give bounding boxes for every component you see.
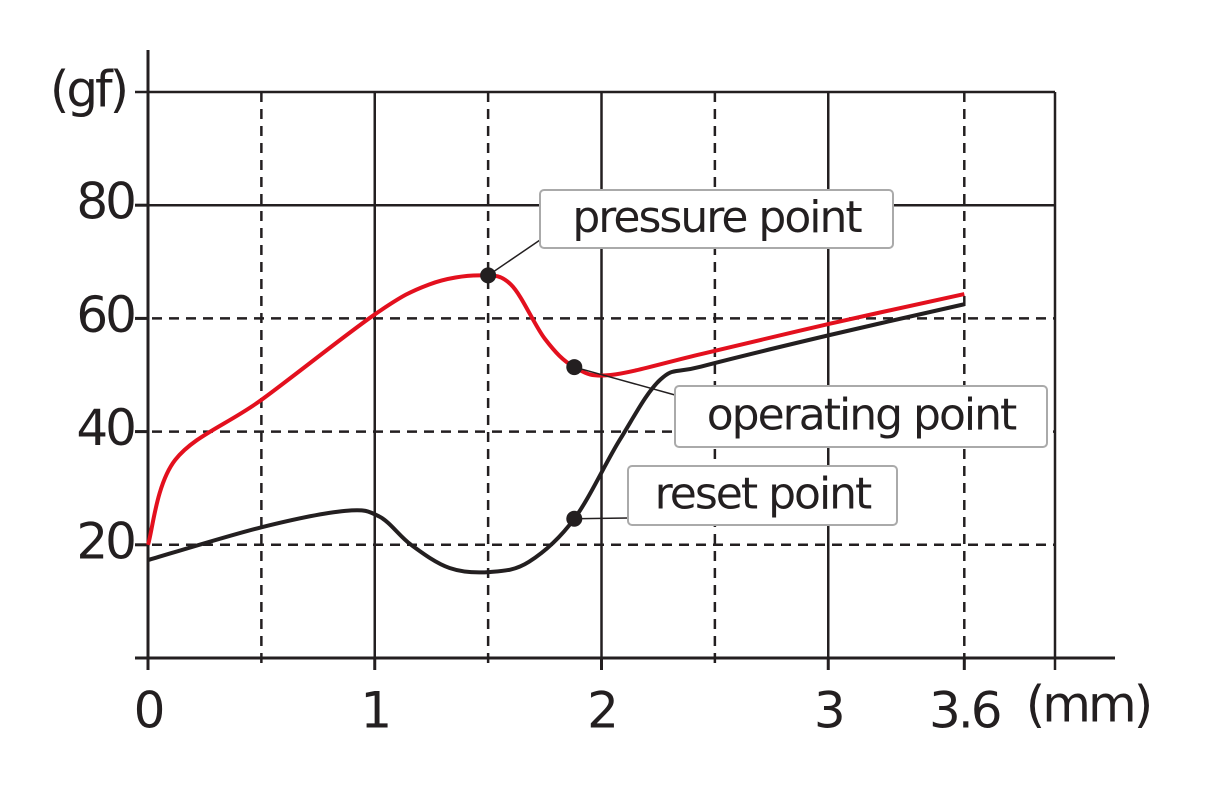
leader-line <box>574 366 676 396</box>
x-tick-label: 2 <box>587 682 616 740</box>
x-tick-label: 3 <box>814 682 843 740</box>
y-tick-label: 80 <box>76 173 134 231</box>
annotation-point <box>480 267 497 284</box>
x-tick-label: 1 <box>360 682 389 740</box>
leader-line <box>487 239 541 277</box>
y-tick-label: 60 <box>76 286 134 344</box>
annotation-label: reset point <box>655 469 872 520</box>
annotation-label: operating point <box>707 390 1017 441</box>
annotation-point <box>566 359 583 376</box>
annotation-box <box>627 465 898 526</box>
annotation-label: pressure point <box>572 192 862 243</box>
y-axis-label: (gf) <box>50 61 126 119</box>
annotation-box <box>539 189 894 249</box>
x-tick-label: 0 <box>134 682 163 740</box>
series-line <box>147 302 965 575</box>
y-tick-label: 20 <box>76 512 134 570</box>
x-tick-label: 3.6 <box>929 682 1000 740</box>
leader-line <box>574 517 629 520</box>
x-axis-label: (mm) <box>1026 676 1150 734</box>
annotation-box <box>674 385 1048 448</box>
y-tick-label: 40 <box>76 399 134 457</box>
series-line <box>146 273 965 546</box>
annotation-point <box>566 510 583 527</box>
